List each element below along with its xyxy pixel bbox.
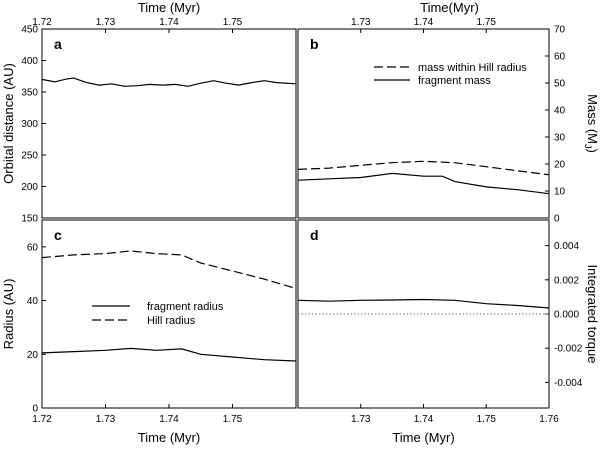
series-line-mass-within-hill-radius: [297, 160, 550, 176]
series-line-fragment-radius: [41, 347, 297, 362]
y-axis-title: Integrated torque: [585, 264, 600, 363]
x-tick-label: 1.72: [32, 414, 52, 425]
y-axis-title: Mass (MJ): [583, 94, 600, 153]
y-axis-title-text: Integrated torque: [585, 264, 600, 363]
x-axis-title: Time (Myr): [392, 430, 454, 445]
y-tick-label: 0.004: [554, 241, 579, 252]
panel-d: 0.004 0.002 0.000 -0.002 -0.004 1.73 1.74 1.75 1…: [297, 219, 600, 445]
x-tick-label: 1.75: [477, 17, 497, 28]
y-tick-label: 150: [21, 214, 38, 225]
y-axis-title-text: Mass (M: [585, 94, 600, 144]
x-axis-title: Time (Myr): [138, 430, 200, 445]
x-tick-label: 1.73: [96, 414, 116, 425]
x-tick-label: 1.74: [159, 17, 179, 28]
y-tick-label: 200: [21, 182, 38, 193]
y-tick-label: 20: [27, 350, 39, 361]
y-tick-label: -0.002: [554, 344, 583, 355]
y-tick-label: 400: [21, 56, 38, 67]
panel-c: 0 20 40 60 1.72 1.73 1.74 1.75 Time (Myr) Radius …: [1, 219, 297, 445]
y-tick-label: 0.002: [554, 275, 579, 286]
y-tick-label: 50: [554, 79, 566, 90]
x-tick-label: 1.72: [32, 17, 52, 28]
x-tick-label: 1.74: [414, 17, 434, 28]
y-tick-label: 0: [32, 404, 38, 415]
y-axis-title: Orbital distance (AU): [1, 63, 16, 184]
panel-a-frame: [41, 28, 297, 219]
x-tick-label: 1.74: [414, 414, 434, 425]
panel-c-frame: [41, 219, 297, 409]
x-tick-label: 1.75: [477, 414, 497, 425]
y-tick-label: 450: [21, 25, 38, 36]
legend-label: fragment mass: [418, 75, 491, 87]
panel-label: c: [54, 227, 62, 243]
series-line-hill-radius: [41, 250, 297, 290]
x-tick-label: 1.73: [351, 414, 371, 425]
panel-label: d: [310, 227, 319, 243]
y-tick-label: 20: [554, 160, 566, 171]
y-axis-title: Radius (AU): [1, 279, 16, 350]
panel-d-frame: [297, 219, 550, 409]
legend-label: mass within Hill radius: [418, 62, 527, 74]
top-x-axis-title: Time(Myr): [420, 0, 479, 15]
x-tick-label: 1.75: [223, 414, 243, 425]
y-tick-label: 10: [554, 187, 566, 198]
y-tick-label: 60: [27, 242, 39, 253]
y-tick-label: 300: [21, 119, 38, 130]
series-line-0: [41, 77, 297, 87]
panel-label: b: [310, 36, 319, 52]
panel-b: 0 10 20 30 40 50 60 70 1.73 1.74 1.75 Time(Myr) Mass…: [297, 0, 600, 225]
y-tick-label: 250: [21, 151, 38, 162]
legend-label: Hill radius: [147, 315, 196, 327]
top-x-axis-title: Time (Myr): [138, 0, 200, 15]
y-tick-label: 30: [554, 133, 566, 144]
x-tick-label: 1.74: [159, 414, 179, 425]
series-line-fragment-mass: [297, 172, 550, 195]
y-tick-label: -0.004: [554, 378, 583, 389]
panel-label: a: [54, 36, 62, 52]
x-tick-label: 1.75: [223, 17, 243, 28]
y-axis-title-end: ): [585, 149, 600, 153]
x-tick-label: 1.73: [96, 17, 116, 28]
series-line-0: [297, 298, 550, 309]
y-tick-label: 40: [554, 106, 566, 117]
legend-label: fragment radius: [147, 301, 224, 313]
x-tick-label: 1.76: [539, 414, 559, 425]
y-tick-label: 0: [554, 214, 560, 225]
y-axis-title-subscript: J: [583, 144, 593, 149]
x-tick-label: 1.73: [351, 17, 371, 28]
y-tick-label: 350: [21, 88, 38, 99]
y-tick-label: 60: [554, 52, 566, 63]
y-tick-label: 0.000: [554, 310, 579, 321]
y-tick-label: 70: [554, 25, 566, 36]
y-tick-label: 40: [27, 296, 39, 307]
